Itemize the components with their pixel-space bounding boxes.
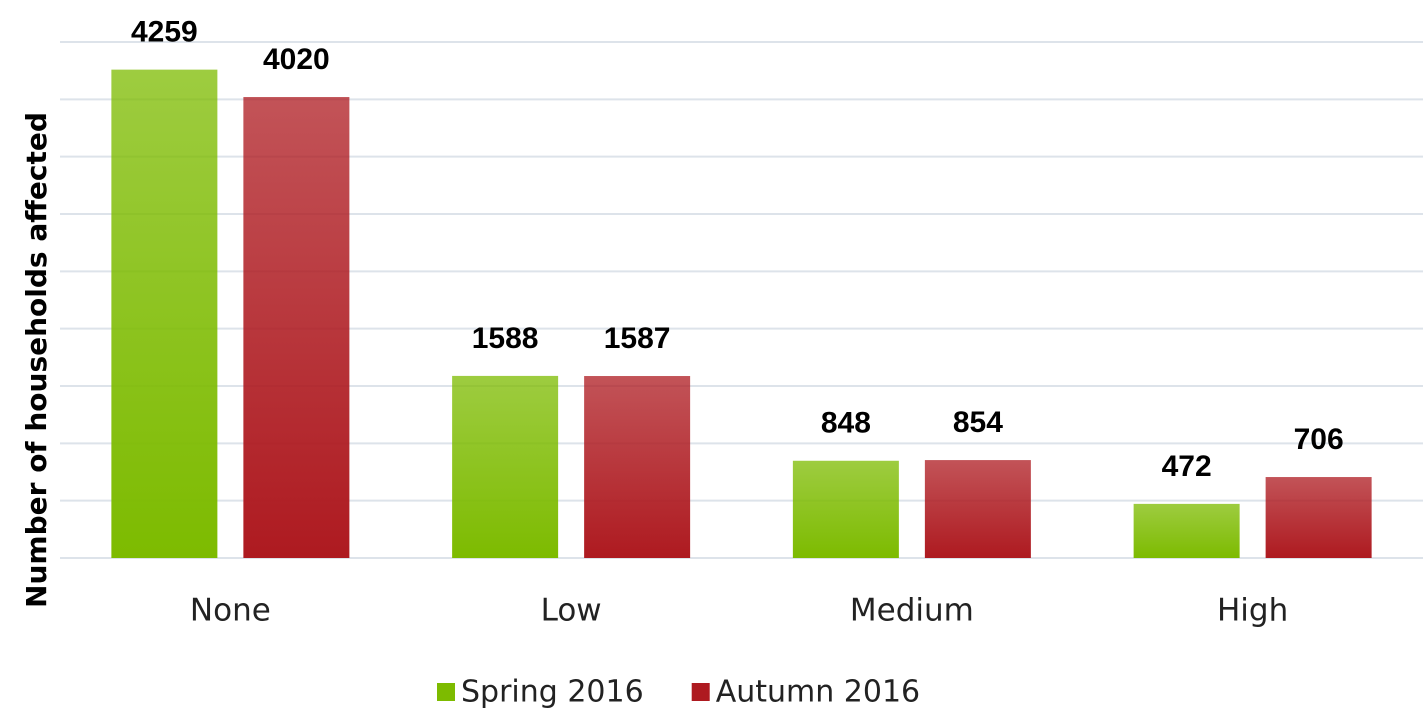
bar xyxy=(1265,477,1372,558)
data-label: 706 xyxy=(1294,423,1344,456)
bar xyxy=(243,97,350,558)
legend-label: Spring 2016 xyxy=(461,675,644,710)
legend-swatch xyxy=(691,683,710,701)
data-label: 848 xyxy=(821,407,871,440)
bar xyxy=(452,375,559,558)
bar xyxy=(584,376,691,558)
x-tick-label: Medium xyxy=(850,593,974,629)
legend-swatch xyxy=(437,683,455,701)
legend-label: Autumn 2016 xyxy=(716,675,920,710)
data-label: 4020 xyxy=(263,43,330,76)
x-tick-label: Low xyxy=(541,593,602,629)
y-axis-title: Number of households affected xyxy=(20,112,53,608)
bar xyxy=(924,460,1031,558)
x-tick-label: High xyxy=(1217,593,1288,629)
bar xyxy=(111,69,218,558)
data-label: 4259 xyxy=(131,16,198,49)
bar xyxy=(792,460,899,558)
bar xyxy=(1133,503,1240,558)
data-label: 472 xyxy=(1162,450,1212,483)
data-label: 854 xyxy=(953,406,1003,439)
data-label: 1587 xyxy=(604,322,671,355)
x-tick-label: None xyxy=(190,593,271,629)
data-label: 1588 xyxy=(472,322,539,355)
